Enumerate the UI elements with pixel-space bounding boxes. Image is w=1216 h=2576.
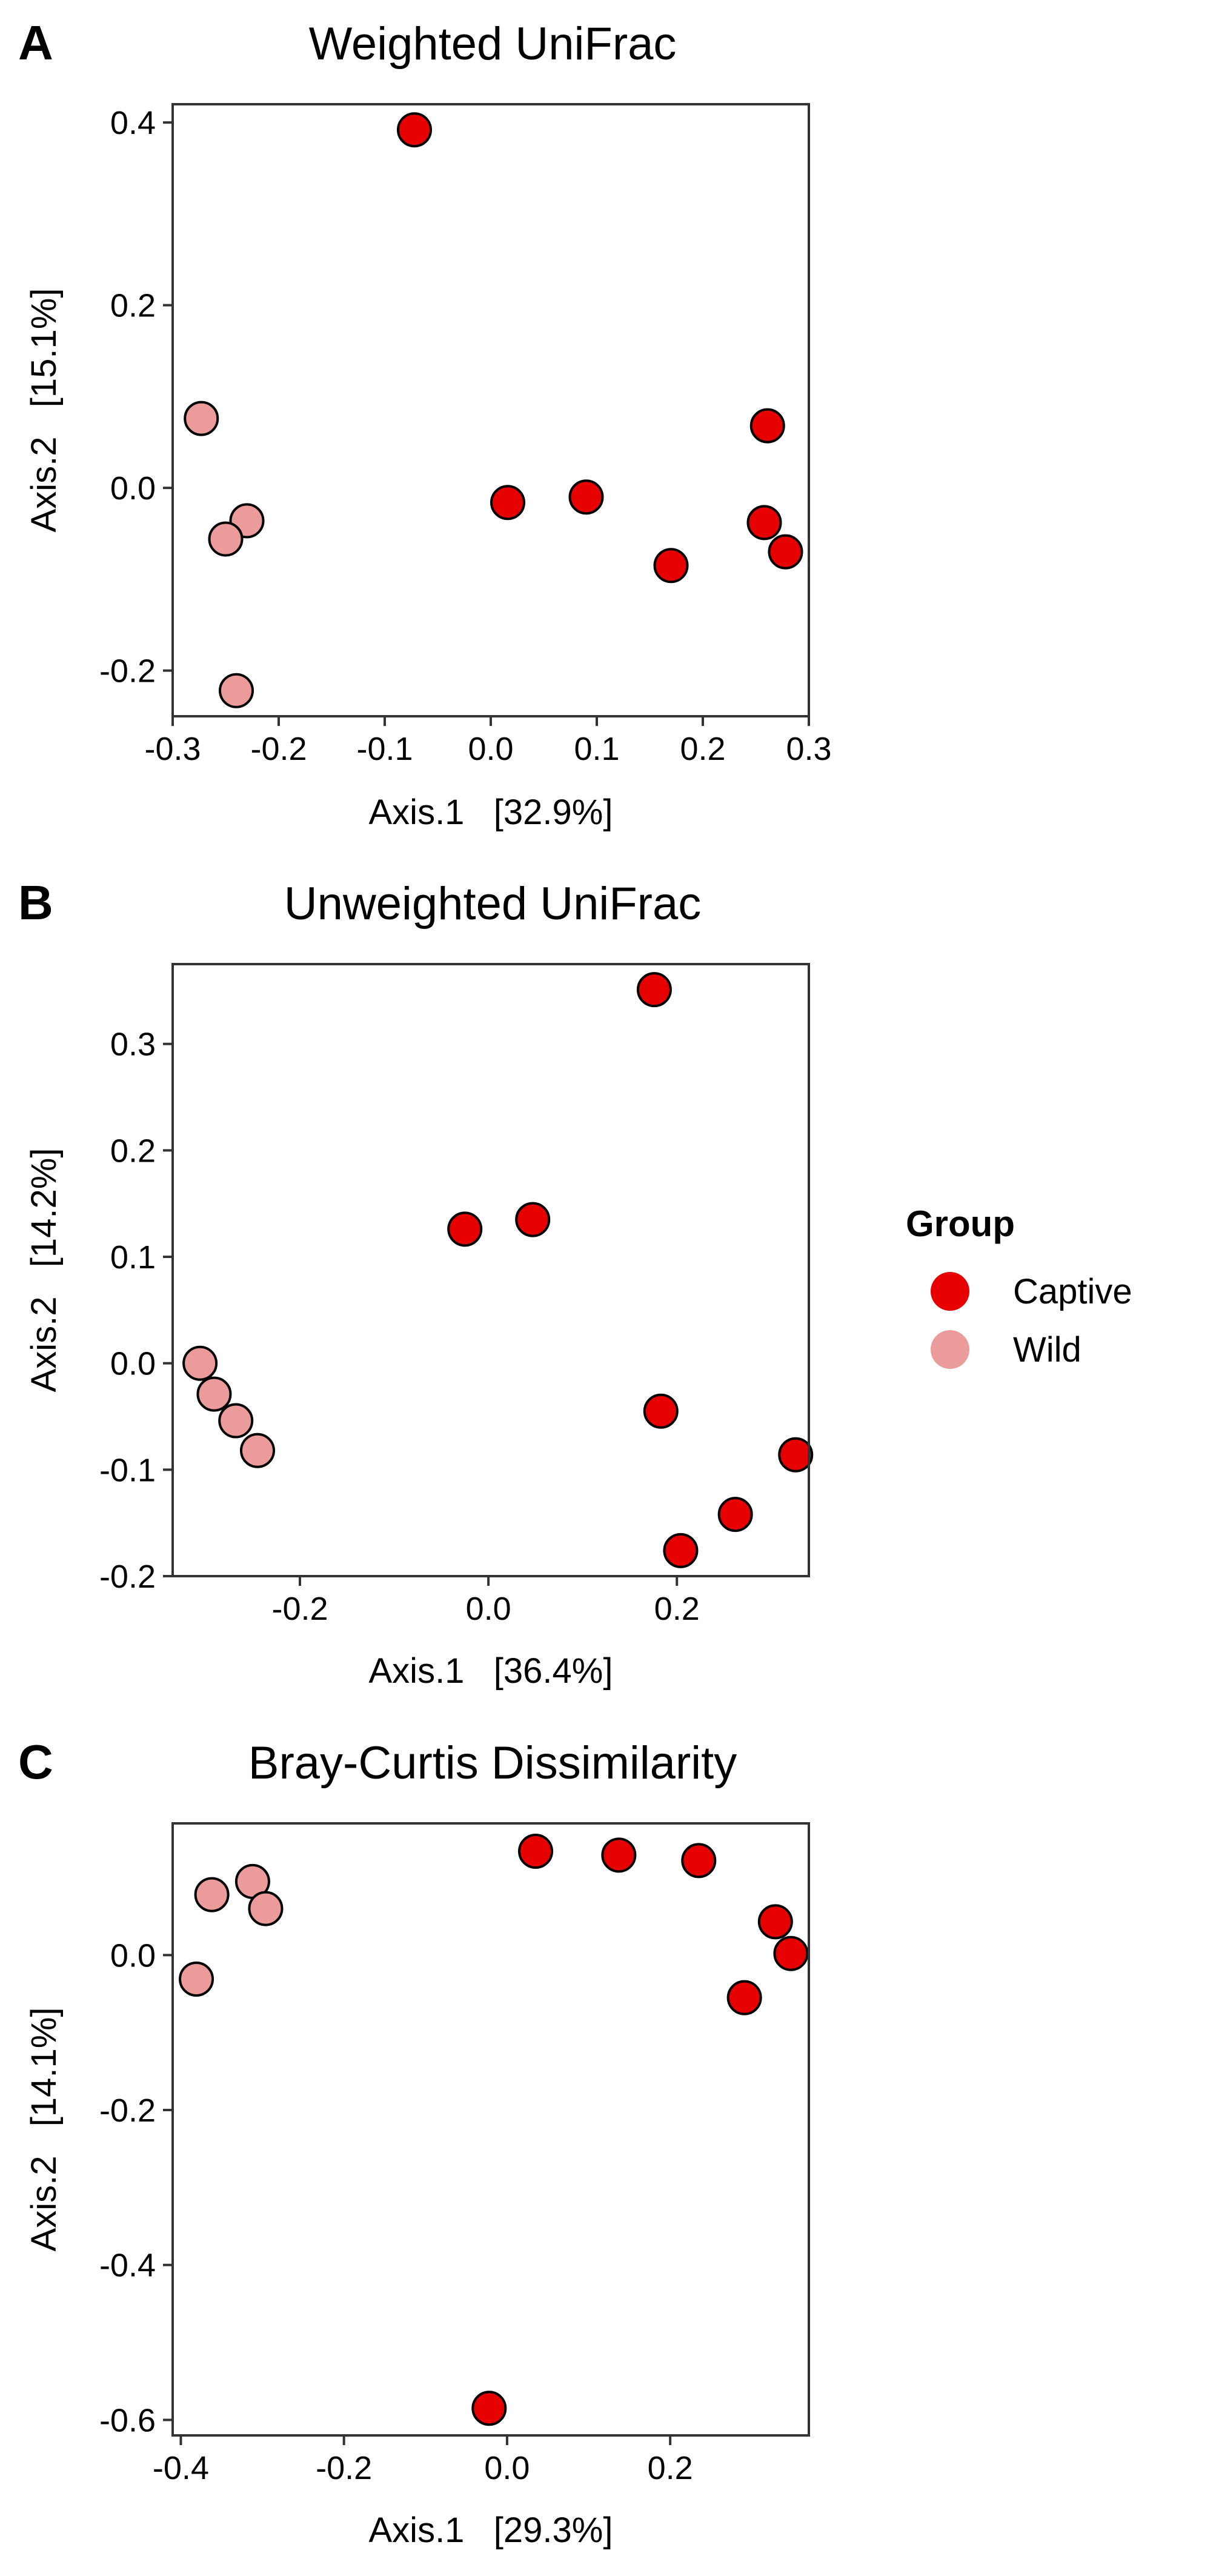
panel-a-point-wild <box>219 673 254 708</box>
panel-c-point-captive <box>773 1935 809 1971</box>
panel-b-point-captive <box>778 1437 814 1473</box>
panel-b-title: Unweighted UniFrac <box>284 878 702 930</box>
panel-a-point-captive <box>653 548 689 584</box>
panel-a-xtick-label: -0.3 <box>144 731 201 767</box>
panel-a-xtick-label: -0.1 <box>356 731 413 767</box>
panel-a: A Weighted UniFrac -0.3 -0.2 -0.1 0.0 0.1 0.2… <box>18 16 832 832</box>
legend-key-captive <box>931 1272 969 1311</box>
panel-b-ytick-label: -0.1 <box>99 1452 156 1488</box>
panel-b-point-wild <box>182 1345 218 1381</box>
panel-b-point-wild <box>218 1403 254 1439</box>
panel-b-ytick-label: 0.2 <box>110 1133 156 1169</box>
panel-a-point-wild <box>184 401 219 436</box>
legend: Group Captive Wild <box>906 1203 1132 1370</box>
panel-c-point-captive <box>601 1837 637 1873</box>
panel-c-xtick-label: -0.2 <box>316 2450 372 2486</box>
panel-a-point-captive <box>490 485 525 521</box>
panel-c-ytick-label: -0.6 <box>99 2402 156 2438</box>
panel-c-ylabel: Axis.2 [14.1%] <box>24 2008 64 2252</box>
panel-c-ytick-label: -0.2 <box>99 2092 156 2129</box>
panel-c-xlabel: Axis.1 [29.3%] <box>369 2511 613 2550</box>
panel-a-xtick-label: 0.3 <box>786 731 831 767</box>
panel-a-plot-frame <box>171 103 810 717</box>
panel-a-xtick-label: -0.2 <box>250 731 307 767</box>
panel-c-point-wild <box>194 1877 230 1912</box>
panel-c-letter: C <box>18 1735 53 1789</box>
panel-c-xtick-label: 0.2 <box>648 2450 693 2486</box>
panel-c-title: Bray-Curtis Dissimilarity <box>248 1737 737 1789</box>
panel-b-ytick-label: 0.0 <box>110 1346 156 1382</box>
legend-label-captive: Captive <box>1013 1272 1132 1311</box>
panel-b-point-captive <box>717 1497 753 1533</box>
panel-a-point-captive <box>768 534 803 570</box>
panel-a-xlabel: Axis.1 [32.9%] <box>369 793 613 832</box>
panel-c-point-wild <box>248 1891 284 1926</box>
panel-a-ylabel: Axis.2 [15.1%] <box>24 288 64 533</box>
panel-b-plot-frame <box>171 963 810 1577</box>
panel-c-xtick-label: 0.0 <box>484 2450 530 2486</box>
panel-b-ytick-label: 0.1 <box>110 1239 156 1276</box>
panel-c-point-captive <box>726 1980 762 2015</box>
panel-a-ytick-label: 0.2 <box>110 288 156 324</box>
panel-a-letter: A <box>18 16 53 70</box>
panel-a-marks: -0.3 -0.2 -0.1 0.0 0.1 0.2 0.3 -0.2 0.0 0.2 0.4 <box>99 105 832 767</box>
panel-c-xtick-label: -0.4 <box>153 2450 209 2486</box>
panel-b-letter: B <box>18 876 53 930</box>
panel-c-ytick-label: 0.0 <box>110 1937 156 1974</box>
panel-b-point-captive <box>515 1202 551 1237</box>
panel-b-point-captive <box>636 972 672 1008</box>
panel-a-xtick-label: 0.1 <box>574 731 619 767</box>
panel-b-ytick-label: -0.2 <box>99 1559 156 1595</box>
panel-a-ytick-label: 0.4 <box>110 105 156 141</box>
legend-key-wild <box>931 1330 969 1369</box>
panel-c-point-wild <box>179 1961 214 1997</box>
panel-b-point-captive <box>663 1533 699 1568</box>
panel-a-point-captive <box>568 479 604 515</box>
panel-c-plot-frame <box>171 1822 810 2437</box>
panel-a-point-captive <box>746 505 782 541</box>
panel-c: C Bray-Curtis Dissimilarity -0.4 -0.2 0.0 0… <box>18 1735 810 2550</box>
legend-label-wild: Wild <box>1013 1330 1081 1370</box>
panel-c-point-captive <box>471 2391 507 2426</box>
panel-b-ylabel: Axis.2 [14.2%] <box>24 1148 64 1393</box>
panel-a-ytick-label: 0.0 <box>110 470 156 507</box>
panel-b-xtick-label: 0.0 <box>466 1591 511 1627</box>
panel-c-point-captive <box>757 1904 793 1940</box>
panel-b-point-wild <box>196 1376 232 1412</box>
panel-b-point-captive <box>447 1211 483 1247</box>
panel-b-point-captive <box>643 1393 679 1429</box>
panel-a-point-captive <box>397 112 432 148</box>
panel-b-marks: -0.2 0.0 0.2 -0.2 -0.1 0.0 0.1 0.2 0.3 <box>99 972 814 1627</box>
panel-c-ytick-label: -0.4 <box>99 2248 156 2284</box>
panel-b-xtick-label: 0.2 <box>654 1591 700 1627</box>
panel-a-point-wild <box>208 521 244 557</box>
panel-b-xtick-label: -0.2 <box>271 1591 328 1627</box>
panel-b-point-wild <box>240 1433 275 1468</box>
panel-a-point-captive <box>749 408 785 444</box>
panel-a-title: Weighted UniFrac <box>309 18 677 70</box>
panel-a-ytick-label: -0.2 <box>99 653 156 690</box>
legend-title: Group <box>906 1203 1015 1244</box>
panel-c-point-captive <box>518 1834 554 1869</box>
panel-c-marks: -0.4 -0.2 0.0 0.2 -0.6 -0.4 -0.2 0.0 <box>99 1834 809 2486</box>
panel-b-ytick-label: 0.3 <box>110 1027 156 1063</box>
panel-a-xtick-label: 0.0 <box>468 731 513 767</box>
panel-b: B Unweighted UniFrac -0.2 0.0 0.2 -0.2 -0.1 0… <box>18 876 814 1691</box>
panel-a-xtick-label: 0.2 <box>680 731 725 767</box>
panel-c-point-captive <box>681 1843 717 1879</box>
panel-b-xlabel: Axis.1 [36.4%] <box>369 1651 613 1691</box>
